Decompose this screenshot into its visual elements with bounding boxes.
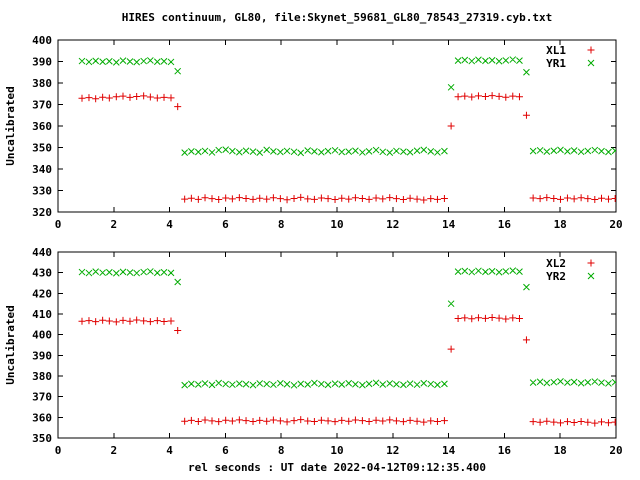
x-tick-label: 12 bbox=[386, 444, 399, 457]
series-yr1-markers bbox=[78, 56, 616, 157]
x-tick-label: 14 bbox=[442, 444, 456, 457]
y-tick-label: 360 bbox=[32, 411, 52, 424]
legend-marker-yr1 bbox=[587, 59, 595, 67]
y-tick-label: 410 bbox=[32, 308, 52, 321]
x-axis-label: rel seconds : UT date 2022-04-12T09:12:3… bbox=[188, 461, 486, 474]
y-tick-label: 330 bbox=[32, 185, 52, 198]
x-tick-label: 0 bbox=[55, 218, 62, 231]
series-yr2-markers bbox=[78, 267, 616, 389]
y-tick-label: 350 bbox=[32, 432, 52, 445]
bottom-panel: 0 2 4 6 8 10 12 14 16 18 20 350 360 370 380 390 400 410 42… bbox=[32, 246, 623, 457]
x-tick-label: 16 bbox=[498, 218, 512, 231]
x-tick-label: 10 bbox=[330, 444, 343, 457]
x-tick-label: 2 bbox=[110, 218, 117, 231]
y-tick-label: 320 bbox=[32, 206, 52, 219]
y-tick-label: 400 bbox=[32, 34, 52, 47]
x-tick-label: 6 bbox=[222, 444, 229, 457]
series-yr2 bbox=[78, 267, 616, 389]
plot-border bbox=[57, 251, 617, 439]
x-tick-label: 14 bbox=[442, 218, 456, 231]
y-tick-label: 440 bbox=[32, 246, 52, 259]
series-xl1 bbox=[78, 92, 616, 204]
y-tick-label: 340 bbox=[32, 163, 52, 176]
series-xl1-markers bbox=[78, 92, 616, 204]
x-tick-label: 2 bbox=[110, 444, 117, 457]
y-tick-label: 380 bbox=[32, 370, 52, 383]
y-tick-label: 400 bbox=[32, 329, 52, 342]
legend-label-xl1: XL1 bbox=[546, 44, 566, 57]
x-tick-label: 18 bbox=[554, 218, 567, 231]
legend-label-yr2: YR2 bbox=[546, 270, 566, 283]
y-tick-label: 420 bbox=[32, 287, 52, 300]
y-tick-label: 390 bbox=[32, 349, 52, 362]
legend-label-xl2: XL2 bbox=[546, 257, 566, 270]
x-tick-label: 12 bbox=[386, 218, 399, 231]
x-tick-label: 16 bbox=[498, 444, 512, 457]
x-tick-label: 4 bbox=[166, 444, 173, 457]
series-xl2 bbox=[78, 314, 616, 427]
y-tick-label: 370 bbox=[32, 99, 52, 112]
chart-title: HIRES continuum, GL80, file:Skynet_59681… bbox=[122, 11, 552, 24]
x-tick-label: 8 bbox=[278, 444, 285, 457]
y-tick-label: 360 bbox=[32, 120, 52, 133]
series-yr1 bbox=[78, 56, 616, 157]
x-tick-label: 8 bbox=[278, 218, 285, 231]
legend-marker-xl1 bbox=[587, 46, 595, 54]
x-tick-label: 10 bbox=[330, 218, 343, 231]
x-tick-label: 20 bbox=[609, 444, 622, 457]
plot-border bbox=[57, 39, 617, 213]
x-tick-label: 18 bbox=[554, 444, 567, 457]
y-axis-label-bottom: Uncalibrated bbox=[4, 305, 17, 384]
y-axis-label-top: Uncalibrated bbox=[4, 86, 17, 165]
series-xl2-markers bbox=[78, 314, 616, 427]
legend-marker-yr2 bbox=[587, 272, 595, 280]
top-panel: 0 2 4 6 8 10 12 14 16 18 20 320 330 340 350 360 370 380 39… bbox=[32, 34, 623, 231]
x-tick-label: 20 bbox=[609, 218, 622, 231]
y-tick-label: 380 bbox=[32, 77, 52, 90]
y-tick-label: 370 bbox=[32, 391, 52, 404]
x-tick-label: 0 bbox=[55, 444, 62, 457]
y-tick-label: 390 bbox=[32, 56, 52, 69]
y-tick-label: 350 bbox=[32, 142, 52, 155]
x-tick-label: 4 bbox=[166, 218, 173, 231]
x-tick-label: 6 bbox=[222, 218, 229, 231]
y-tick-label: 430 bbox=[32, 267, 52, 280]
legend-marker-xl2 bbox=[587, 259, 595, 267]
legend-label-yr1: YR1 bbox=[546, 57, 566, 70]
